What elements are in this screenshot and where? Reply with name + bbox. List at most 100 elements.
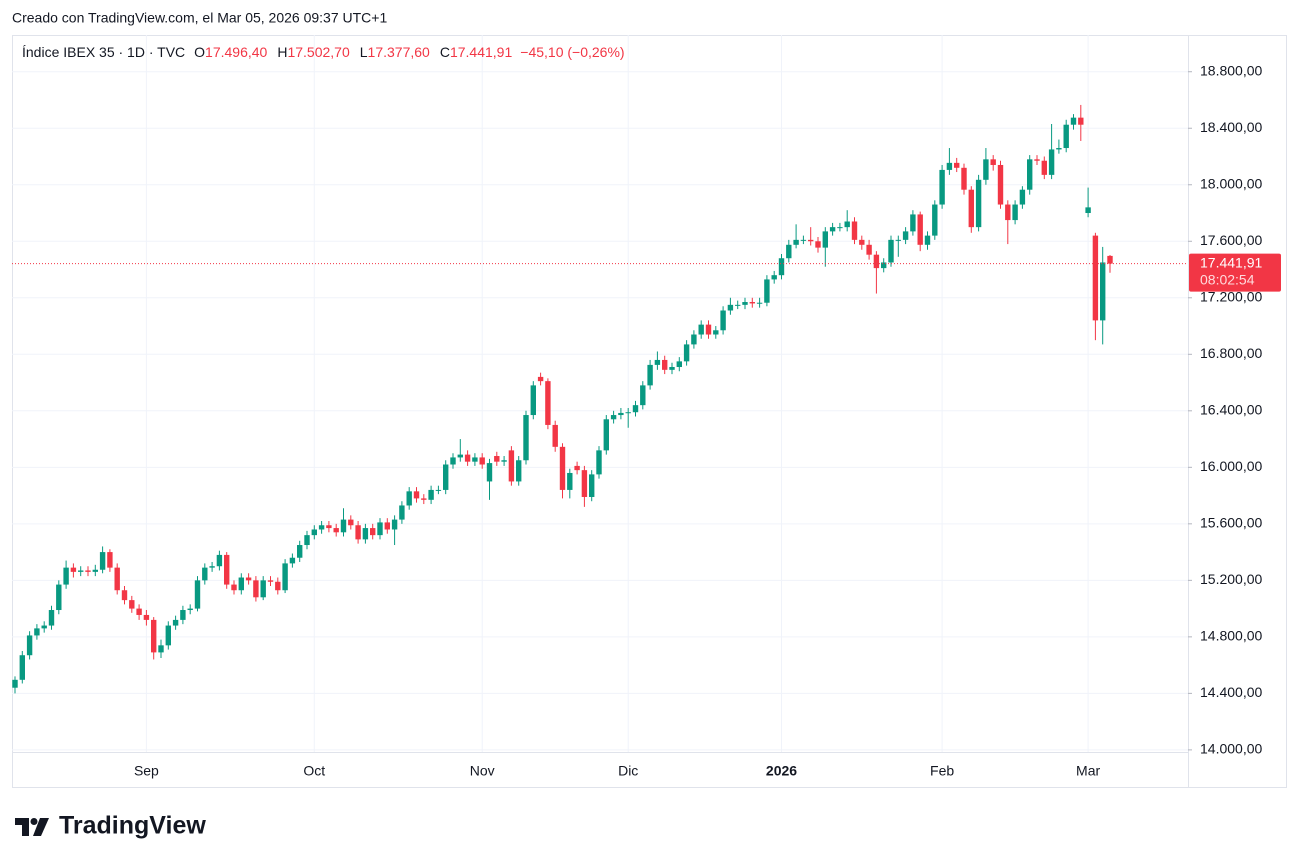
x-tick-label: Sep — [134, 763, 159, 779]
legend-key: L — [360, 44, 368, 60]
candle-body — [362, 528, 369, 540]
candle-body — [939, 169, 945, 205]
candle-body — [654, 359, 661, 365]
candle-body — [691, 334, 697, 345]
y-tick-label: 18.400,00 — [1200, 119, 1262, 135]
logo-icon — [33, 818, 49, 836]
candle-body — [1005, 204, 1011, 221]
x-tick-label: Dic — [618, 763, 638, 779]
legend-change: −45,10 (−0,26%) — [520, 44, 624, 60]
candle-body — [180, 610, 186, 620]
candle-body — [406, 491, 412, 506]
candle-body — [559, 446, 566, 490]
candle-body — [610, 415, 617, 420]
candle-body — [961, 167, 967, 190]
candle-body — [413, 491, 420, 499]
chart-frame — [12, 35, 1287, 788]
candle-body — [910, 214, 916, 232]
candle-body — [202, 567, 208, 581]
candle-body — [501, 460, 507, 462]
candle-body — [275, 581, 281, 591]
candle-body — [917, 214, 923, 245]
candle-body — [340, 519, 347, 533]
candle-body — [443, 464, 449, 490]
candle-body — [435, 489, 442, 491]
candle-body — [165, 625, 171, 646]
y-tick-label: 17.200,00 — [1200, 288, 1262, 304]
candle-body — [486, 463, 493, 482]
candle-body — [209, 566, 215, 568]
candle-body — [873, 254, 880, 269]
candle-body — [888, 239, 894, 263]
candle-body — [1012, 204, 1018, 221]
candle-body — [924, 235, 931, 245]
candle-body — [260, 580, 266, 598]
candle-body — [1048, 149, 1055, 175]
candle-body — [457, 454, 463, 458]
candle-body — [618, 412, 624, 416]
candle-body — [494, 456, 500, 462]
x-tick-label: Feb — [930, 763, 954, 779]
candle-body — [537, 376, 544, 382]
candle-body — [282, 563, 288, 591]
candle-body — [326, 525, 332, 529]
candle-body — [245, 577, 252, 581]
candle-body — [253, 580, 259, 598]
logo-icon — [15, 818, 29, 836]
candle-body — [698, 324, 704, 335]
candle-body — [231, 584, 237, 591]
candle-body — [1078, 117, 1084, 125]
candle-body — [822, 231, 828, 248]
candle-body — [720, 310, 726, 331]
candle-body — [1070, 117, 1077, 125]
candle-body — [216, 554, 223, 567]
candle-body — [304, 535, 310, 546]
legend-key: H — [277, 44, 287, 60]
x-tick-label: Mar — [1076, 763, 1100, 779]
candle-body — [552, 424, 558, 447]
candle-body — [662, 359, 668, 370]
candle-body — [143, 614, 150, 620]
candle-body — [194, 580, 201, 609]
candle-body — [523, 415, 529, 461]
candle-body — [683, 344, 690, 362]
y-tick-label: 16.800,00 — [1200, 345, 1262, 361]
candle-body — [318, 525, 325, 530]
candle-body — [85, 570, 91, 572]
candle-body — [78, 570, 84, 572]
candle-body — [311, 529, 317, 536]
candle-body — [603, 419, 609, 451]
last-price-label: 17.441,91 — [1200, 254, 1262, 270]
candle-body — [771, 275, 777, 280]
candle-body — [238, 577, 244, 591]
candle-body — [866, 244, 872, 255]
candle-body — [121, 590, 128, 601]
y-tick-label: 17.600,00 — [1200, 232, 1262, 248]
candle-body — [450, 457, 456, 465]
candle-body — [224, 554, 230, 585]
candle-body — [596, 450, 602, 475]
candle-body — [669, 367, 675, 370]
candle-body — [92, 569, 98, 572]
candle-body — [764, 279, 770, 303]
candle-body — [114, 567, 120, 591]
candle-body — [749, 302, 755, 304]
candle-body — [713, 330, 719, 335]
candle-body — [464, 454, 471, 462]
x-tick-label: Oct — [303, 763, 325, 779]
candle-body — [70, 567, 77, 572]
y-tick-label: 14.400,00 — [1200, 684, 1262, 700]
candle-body — [129, 600, 135, 609]
candle-body — [12, 679, 18, 688]
y-tick-label: 18.800,00 — [1200, 62, 1262, 78]
y-tick-label: 15.200,00 — [1200, 571, 1262, 587]
legend: Índice IBEX 35 · 1D · TVC O17.496,40 H17.5… — [22, 44, 625, 60]
y-tick-label: 16.000,00 — [1200, 458, 1262, 474]
candle-body — [399, 505, 405, 520]
x-tick-label: 2026 — [766, 763, 797, 779]
candle-body — [742, 302, 748, 305]
candle-body — [267, 580, 274, 582]
candle-body — [990, 159, 996, 165]
candle-body — [297, 545, 303, 558]
